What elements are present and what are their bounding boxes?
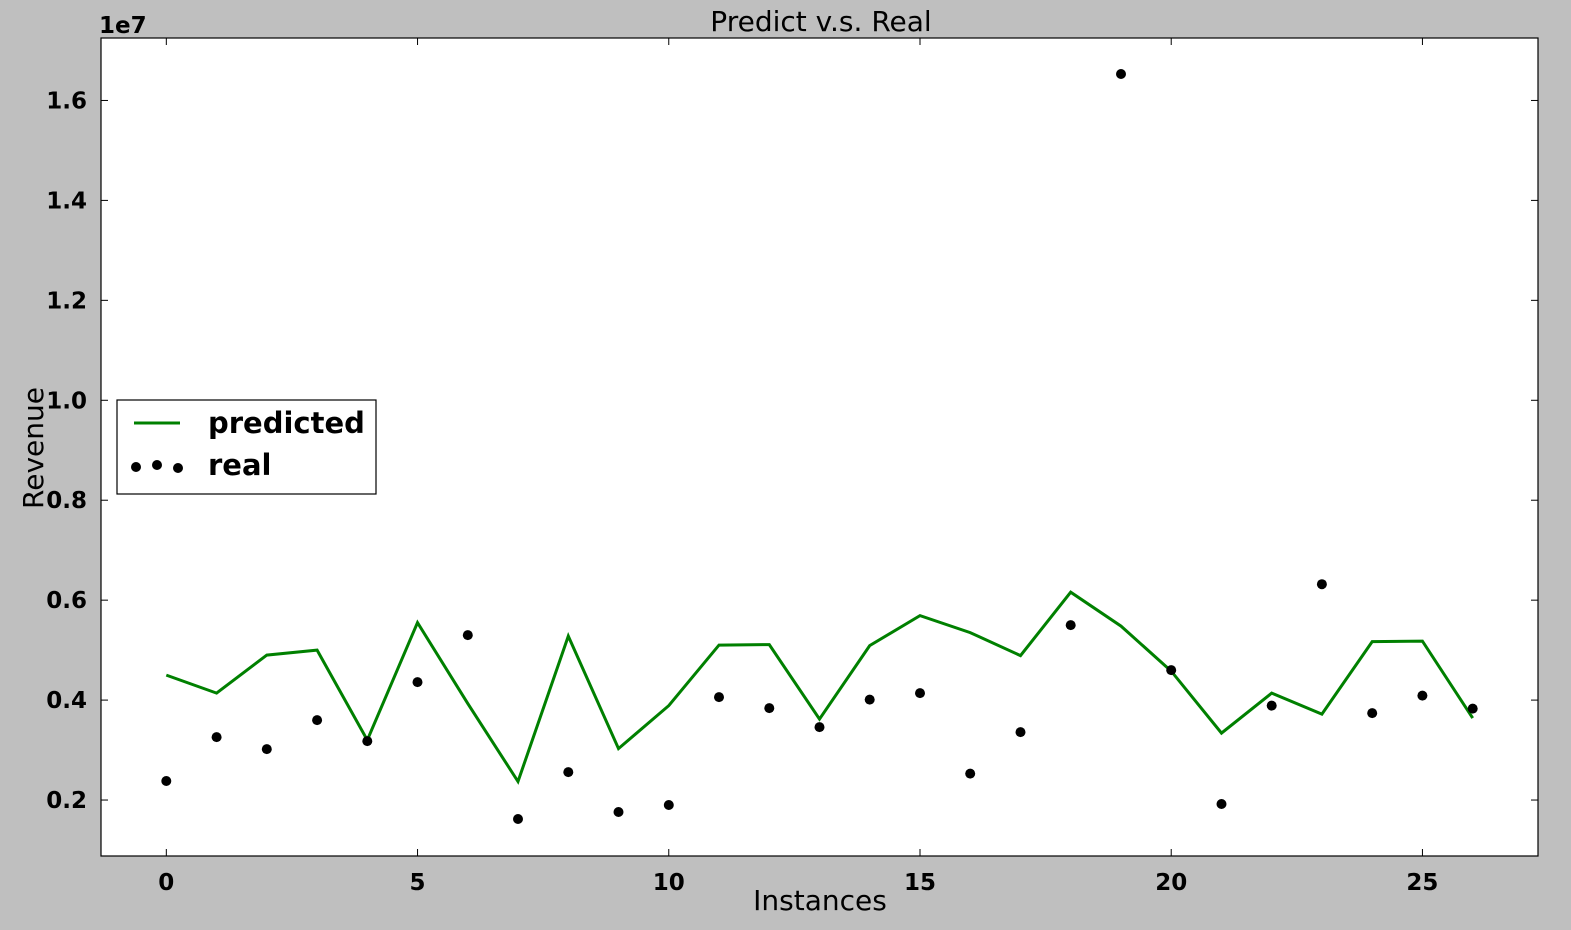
x-tick-label: 25 bbox=[1406, 870, 1438, 896]
y-tick-label: 0.8 bbox=[46, 488, 87, 514]
plot-frame bbox=[100, 37, 1539, 857]
real-point bbox=[462, 630, 473, 641]
y-axis-offset-label: 1e7 bbox=[99, 13, 147, 39]
real-point bbox=[362, 736, 373, 747]
real-point bbox=[513, 814, 523, 824]
real-point bbox=[261, 744, 272, 755]
real-point bbox=[1266, 700, 1277, 711]
x-tick-label: 15 bbox=[904, 870, 936, 896]
y-tick-label: 1.4 bbox=[46, 188, 87, 214]
real-point bbox=[613, 807, 624, 817]
y-tick-label: 0.4 bbox=[46, 688, 87, 714]
y-tick-label: 0.2 bbox=[46, 788, 87, 814]
predicted-series-line bbox=[165, 590, 1474, 785]
x-tick-label: 20 bbox=[1155, 870, 1187, 896]
real-point bbox=[714, 692, 724, 703]
real-point bbox=[1166, 665, 1177, 676]
real-point bbox=[814, 722, 825, 733]
real-point bbox=[1417, 690, 1428, 701]
legend-label-predicted: predicted bbox=[208, 406, 365, 440]
real-point bbox=[211, 732, 222, 743]
legend-real-marker-icon bbox=[152, 460, 162, 470]
y-tick-label: 1.2 bbox=[46, 288, 87, 314]
chart-title: Predict v.s. Real bbox=[710, 5, 931, 38]
real-point bbox=[1015, 727, 1026, 738]
real-point bbox=[965, 768, 976, 779]
x-tick-label: 0 bbox=[158, 870, 174, 896]
x-axis-label: Instances bbox=[753, 884, 887, 917]
real-point bbox=[1216, 799, 1227, 809]
x-tick-label: 10 bbox=[653, 870, 685, 896]
real-point bbox=[412, 677, 423, 688]
legend-real-marker-icon bbox=[173, 463, 183, 473]
real-point bbox=[764, 703, 775, 714]
y-tick-label: 0.6 bbox=[46, 588, 87, 614]
real-point bbox=[161, 776, 172, 786]
legend-box bbox=[116, 399, 377, 495]
x-tick-label: 5 bbox=[410, 870, 426, 896]
axis-ticks bbox=[101, 38, 1538, 856]
y-tick-label: 1.6 bbox=[46, 88, 87, 114]
y-tick-label: 1.0 bbox=[46, 388, 87, 414]
real-point bbox=[1316, 579, 1327, 590]
real-point bbox=[1467, 703, 1478, 714]
real-point bbox=[663, 800, 674, 810]
y-axis-label: Revenue bbox=[17, 387, 50, 509]
real-series-points bbox=[161, 69, 1478, 824]
real-point bbox=[1116, 69, 1126, 79]
legend-real-marker-icon bbox=[131, 462, 141, 472]
legend-label-real: real bbox=[208, 448, 271, 482]
real-point bbox=[1065, 620, 1076, 631]
real-point bbox=[1367, 708, 1378, 719]
real-point bbox=[312, 715, 323, 726]
y-tick-labels: 0.2 0.4 0.6 0.8 1.0 1.2 1.4 1.6 bbox=[46, 88, 87, 814]
real-point bbox=[563, 767, 574, 778]
legend: predicted real bbox=[116, 399, 377, 495]
real-point bbox=[864, 694, 875, 705]
real-point bbox=[915, 688, 925, 699]
x-tick-labels: 0 5 10 15 20 25 bbox=[158, 870, 1438, 896]
